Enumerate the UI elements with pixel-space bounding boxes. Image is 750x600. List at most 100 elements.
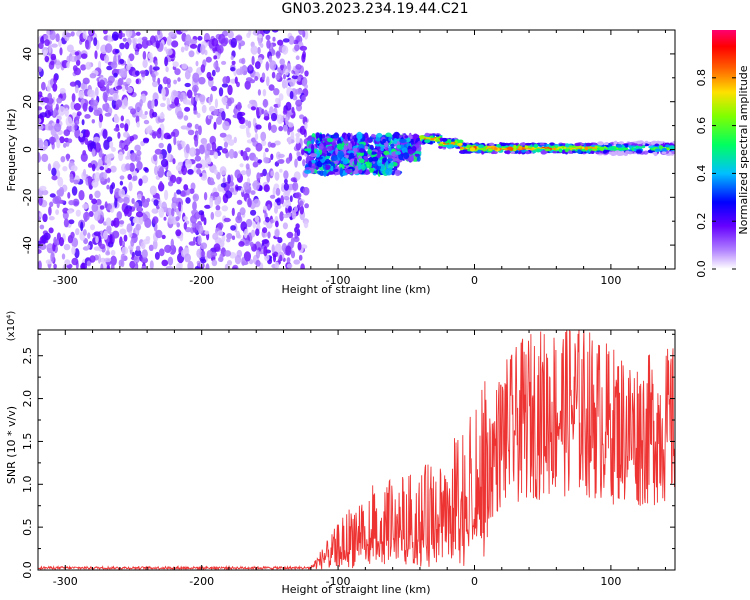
spectrogram-cell: [85, 129, 90, 138]
spectrogram-cell: [80, 64, 87, 71]
spectrogram-cell: [58, 106, 66, 116]
spectrogram-cell: [302, 159, 306, 167]
spectrogram-cell: [399, 138, 407, 143]
spectrogram-cell: [107, 177, 111, 183]
spectrogram-cell: [322, 138, 328, 142]
spectrogram-cell: [213, 151, 219, 159]
spectrogram-cell: [71, 257, 79, 266]
spectrogram-cell: [131, 198, 135, 204]
spectrogram-cell: [295, 64, 302, 70]
spectrogram-cell: [297, 241, 302, 251]
spectrogram-cell: [196, 168, 202, 175]
y-tick-label: 0.0: [21, 561, 34, 579]
spectrogram-cell: [255, 124, 262, 130]
x-tick-label: -300: [53, 575, 78, 588]
spectrogram-cell: [53, 263, 57, 269]
spectrogram-cell: [184, 82, 191, 88]
x-tick-label: -100: [326, 274, 351, 287]
spectrogram-cell: [295, 142, 302, 151]
spectrogram-cell: [217, 222, 224, 230]
spectrogram-cell: [71, 123, 75, 133]
spectrogram-cell: [319, 133, 323, 142]
spectrogram-cell: [234, 254, 242, 265]
spectrogram-cell: [513, 144, 517, 149]
spectrogram-cell: [220, 182, 227, 188]
spectrogram-cell: [343, 144, 348, 151]
spectrogram-cell: [55, 209, 59, 216]
spectrogram-cell: [211, 141, 217, 151]
spectrogram-cell: [98, 113, 104, 123]
spectrogram-cell: [295, 192, 302, 199]
spectrogram-cell: [56, 139, 61, 149]
spectrogram-cell: [159, 112, 165, 120]
spectrogram-cell: [189, 147, 197, 157]
spectrogram-cell: [419, 135, 425, 140]
spectrogram-cell: [141, 249, 148, 259]
spectrogram-cell: [275, 74, 280, 81]
spectrogram-cell: [459, 150, 465, 154]
spectrogram-cell: [180, 30, 188, 33]
spectrogram-cell: [275, 97, 280, 104]
spectrogram-cell: [249, 79, 256, 84]
spectrogram-cell: [174, 97, 180, 106]
spectrogram-cell: [496, 144, 501, 148]
spectrogram-cell: [43, 232, 51, 241]
spectrogram-cell: [76, 111, 82, 117]
spectrogram-cell: [71, 93, 76, 103]
spectrogram-cell: [254, 132, 259, 141]
spectrogram-cell: [451, 139, 455, 142]
spectrogram-cell: [221, 205, 229, 212]
spectrogram-cell: [91, 163, 96, 172]
spectrogram-cell: [88, 211, 94, 217]
spectrogram-cell: [370, 133, 376, 138]
spectrogram-cell: [72, 198, 80, 207]
spectrogram-cell: [371, 156, 379, 162]
spectrogram-cell: [104, 112, 112, 117]
spectrogram-cell: [124, 41, 130, 50]
spectrogram-cell: [637, 146, 643, 150]
spectrogram-cell: [41, 81, 46, 91]
spectrogram-cell: [128, 231, 133, 238]
spectrogram-cell: [279, 168, 283, 173]
spectrogram-cell: [119, 236, 123, 247]
spectrogram-cell: [191, 210, 196, 215]
spectrogram-cell: [154, 148, 162, 155]
spectrogram-cell: [285, 212, 292, 218]
spectrogram-cell: [45, 259, 53, 265]
spectrogram-cell: [176, 176, 182, 185]
spectrogram-cell: [277, 159, 285, 164]
spectrogram-cell: [80, 262, 87, 269]
spectrogram-cell: [96, 198, 102, 206]
spectrogram-cell: [74, 128, 81, 139]
spectrogram-cell: [110, 249, 116, 256]
spectrogram-cell: [93, 210, 101, 221]
spectrogram-cell: [235, 35, 243, 41]
spectrogram-cell: [270, 112, 278, 122]
spectrogram-cell: [274, 140, 281, 146]
spectrogram-cell: [75, 59, 81, 66]
spectrogram-cell: [613, 141, 617, 146]
spectrogram-cell: [190, 215, 197, 224]
spectrogram-cell: [99, 205, 105, 210]
spectrogram-cell: [205, 56, 212, 63]
spectrogram-cell: [255, 228, 260, 236]
spectrogram-cell: [38, 260, 42, 269]
spectrogram-cell: [200, 137, 208, 145]
spectrogram-cell: [38, 249, 42, 254]
spectrogram-cell: [185, 34, 192, 45]
spectrogram-cell: [132, 38, 136, 49]
spectrogram-cell: [195, 94, 199, 102]
spectrogram-cell: [226, 260, 233, 266]
spectrogram-cell: [90, 224, 95, 231]
spectrogram-cell: [130, 238, 135, 247]
spectrogram-cell: [564, 143, 570, 148]
spectrogram-cell: [134, 51, 139, 56]
spectrogram-cell: [385, 167, 393, 176]
spectrogram-cell: [38, 66, 42, 73]
spectrogram-cell: [369, 167, 374, 173]
spectrogram-cell: [49, 30, 56, 41]
spectrogram-cell: [189, 188, 195, 194]
spectrogram-cell: [152, 66, 160, 71]
spectrogram-cell: [267, 204, 271, 210]
spectrogram-cell: [291, 210, 297, 220]
